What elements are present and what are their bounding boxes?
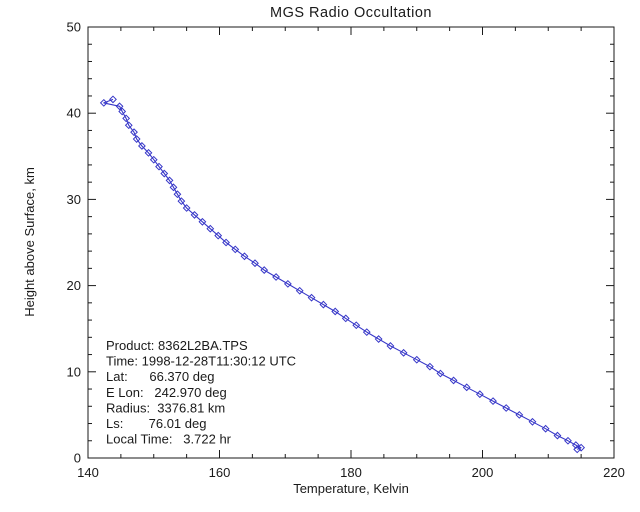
diamond-marker <box>198 217 207 226</box>
diamond-marker <box>214 231 223 240</box>
diamond-marker <box>352 321 361 330</box>
diamond-marker <box>319 300 328 309</box>
data-markers <box>99 95 586 454</box>
annotation-line: E Lon: 242.970 deg <box>106 385 227 400</box>
diamond-marker <box>177 197 186 206</box>
diamond-marker <box>489 397 497 406</box>
diamond-marker <box>272 273 280 281</box>
annotation-line: Lat: 66.370 deg <box>106 369 214 384</box>
diamond-marker <box>190 211 199 219</box>
diamond-marker <box>165 176 174 185</box>
diamond-marker <box>307 293 316 302</box>
y-axis-label: Height above Surface, km <box>22 167 37 317</box>
diamond-marker <box>449 376 458 385</box>
diamond-marker <box>138 142 146 150</box>
x-tick-label: 160 <box>209 465 231 480</box>
chart-title: MGS Radio Occultation <box>270 5 432 21</box>
diamond-marker <box>99 98 108 107</box>
diamond-marker <box>240 252 249 261</box>
diamond-marker <box>571 441 580 449</box>
diamond-marker <box>283 279 292 288</box>
annotation-line: Local Time: 3.722 hr <box>106 432 232 447</box>
diamond-marker <box>182 204 191 212</box>
annotation-line: Ls: 76.01 deg <box>106 416 206 431</box>
diamond-marker <box>412 355 421 364</box>
y-tick-label: 50 <box>67 20 81 35</box>
x-tick-label: 200 <box>472 465 494 480</box>
y-tick-label: 40 <box>67 106 81 121</box>
diamond-marker <box>231 245 240 254</box>
y-axis-ticks: 0 10 20 30 40 50 <box>67 20 614 466</box>
diamond-marker <box>144 148 153 157</box>
diamond-marker <box>115 102 124 111</box>
diamond-marker <box>436 369 445 378</box>
diamond-marker <box>331 307 340 316</box>
diamond-marker <box>109 95 117 104</box>
annotation-line: Time: 1998-12-28T11:30:12 UTC <box>106 354 296 369</box>
diamond-marker <box>206 224 215 233</box>
x-tick-label: 140 <box>77 465 99 480</box>
diamond-marker <box>475 390 484 399</box>
diamond-marker <box>130 128 138 137</box>
diamond-marker <box>553 431 562 440</box>
y-tick-label: 30 <box>67 192 81 207</box>
diamond-marker <box>160 169 169 178</box>
diamond-marker <box>425 362 434 371</box>
diamond-marker <box>173 190 182 199</box>
diamond-marker <box>462 383 471 392</box>
diamond-marker <box>124 121 133 130</box>
diamond-marker <box>295 286 304 295</box>
annotation-line: Radius: 3376.81 km <box>106 400 225 415</box>
x-axis-ticks: 140 160 180 200 220 <box>77 27 625 480</box>
diamond-marker <box>386 342 395 350</box>
y-tick-label: 20 <box>67 278 81 293</box>
diamond-marker <box>564 436 572 445</box>
diamond-marker <box>573 445 582 454</box>
diamond-marker <box>149 155 158 164</box>
diamond-marker <box>577 443 586 452</box>
diamond-marker <box>122 114 131 123</box>
diamond-marker <box>118 107 127 116</box>
y-tick-label: 10 <box>67 364 81 379</box>
x-tick-label: 180 <box>340 465 362 480</box>
x-axis-label: Temperature, Kelvin <box>293 481 409 496</box>
diamond-marker <box>155 162 163 171</box>
diamond-marker <box>399 348 408 357</box>
temperature-profile-line <box>103 98 582 450</box>
diamond-marker <box>222 238 230 247</box>
diamond-marker <box>362 328 371 337</box>
plot-area: 140 160 180 200 220 0 10 20 30 40 50 Product: 8362L… <box>67 20 625 481</box>
diamond-marker <box>528 417 537 426</box>
diamond-marker <box>132 135 141 143</box>
annotation-line: Product: 8362L2BA.TPS <box>106 338 248 353</box>
diamond-marker <box>515 410 524 419</box>
diamond-marker <box>341 314 350 323</box>
diamond-marker <box>374 335 383 343</box>
diamond-marker <box>169 183 178 192</box>
diamond-marker <box>251 259 259 268</box>
diamond-marker <box>502 404 511 412</box>
x-tick-label: 220 <box>603 465 625 480</box>
y-tick-label: 0 <box>74 451 81 466</box>
diamond-marker <box>541 424 550 433</box>
diamond-marker <box>260 266 269 274</box>
